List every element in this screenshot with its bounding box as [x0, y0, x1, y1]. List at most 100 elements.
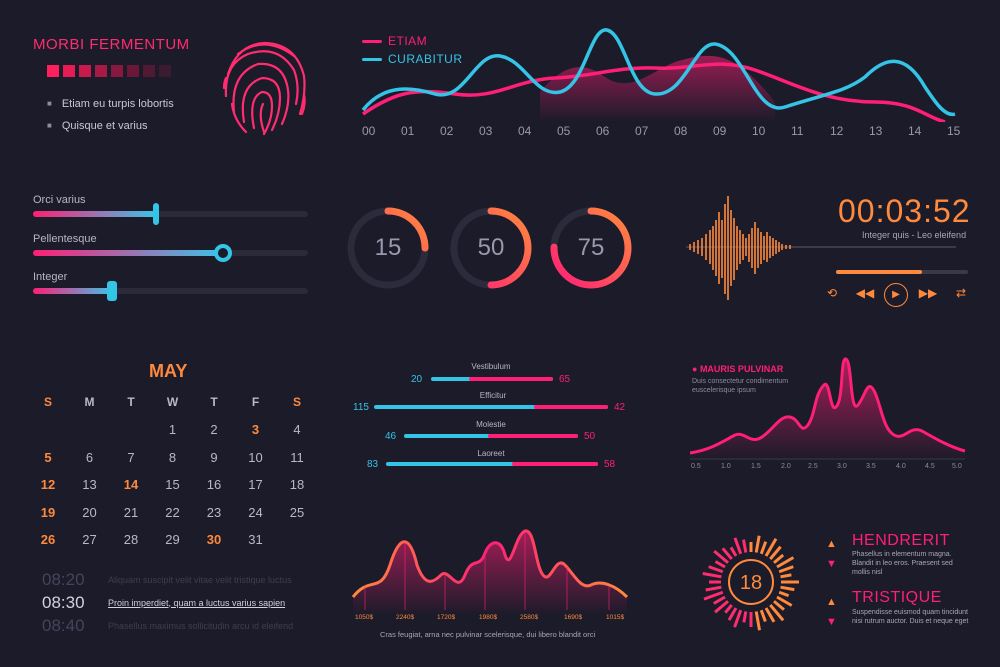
- section-title: MORBI FERMENTUM: [33, 36, 190, 53]
- x-tick: 3.0: [837, 463, 847, 470]
- calendar-day[interactable]: 21: [123, 504, 139, 520]
- slider-orci-fill: [33, 211, 156, 217]
- weekday-header: T: [210, 395, 218, 409]
- revenue-label: 1015$: [606, 614, 625, 621]
- repeat-icon[interactable]: ⟲: [826, 286, 838, 300]
- gauge-tick: [733, 609, 743, 628]
- calendar-day[interactable]: 1: [168, 422, 177, 437]
- schedule-time: 08:30: [42, 592, 85, 612]
- calendar-day[interactable]: 7: [127, 449, 135, 465]
- calendar-month: MAY: [149, 361, 188, 381]
- calendar-day[interactable]: 14: [123, 477, 139, 492]
- calendar-day[interactable]: 29: [165, 532, 180, 547]
- schedule-row[interactable]: 08:40 Phasellus maximus sollicitudin arc…: [42, 614, 293, 637]
- calendar-day[interactable]: 19: [40, 504, 56, 520]
- gauge-tick: [724, 604, 733, 614]
- schedule-row-active[interactable]: 08:30 Proin imperdiet, quam a luctus var…: [42, 591, 293, 614]
- fingerprint-icon[interactable]: [218, 34, 312, 136]
- bar-label: Molestie: [476, 420, 506, 429]
- pulvinar-line: [690, 357, 966, 455]
- calendar-day[interactable]: 31: [248, 532, 263, 547]
- schedule-text: Proin imperdiet, quam a luctus varius sa…: [108, 597, 286, 608]
- ring-75: [550, 207, 632, 289]
- list-item: Quisque et varius: [47, 115, 174, 137]
- x-tick: 07: [635, 124, 649, 138]
- slider-integer-handle[interactable]: [107, 281, 117, 301]
- slider-pellentesque-handle[interactable]: [214, 244, 232, 262]
- calendar-day[interactable]: 22: [165, 504, 180, 520]
- x-tick: 11: [791, 124, 804, 138]
- rewind-icon[interactable]: ◀◀: [855, 286, 875, 300]
- calendar-day[interactable]: 23: [206, 504, 222, 520]
- x-tick: 09: [713, 124, 727, 138]
- slider-integer-track[interactable]: [33, 288, 308, 294]
- gauge-tick: [773, 600, 785, 611]
- track-title: Integer quis - Leo eleifend: [862, 230, 967, 240]
- revenue-line: [351, 529, 629, 599]
- revenue-wave-chart: [351, 529, 629, 615]
- radial-gauge: [702, 535, 799, 631]
- x-tick: 00: [362, 124, 376, 138]
- gauge-tick: [727, 607, 738, 621]
- weekday-header: F: [251, 395, 260, 409]
- weekday-header: M: [84, 395, 95, 409]
- gauge-tick: [776, 556, 795, 569]
- calendar-day[interactable]: 28: [123, 532, 139, 547]
- calendar-day[interactable]: 15: [165, 477, 180, 492]
- x-tick: 03: [479, 124, 493, 138]
- gauge-inner-ring: [728, 559, 774, 605]
- triangle-up-icon: ▲: [826, 538, 837, 550]
- calendar-day[interactable]: 11: [290, 449, 304, 465]
- gauge-tick: [713, 549, 729, 564]
- calendar-day[interactable]: 2: [210, 422, 218, 437]
- progress-rings: [347, 207, 632, 289]
- calendar-day[interactable]: 16: [206, 477, 222, 492]
- slider-orci-track[interactable]: [33, 211, 308, 217]
- schedule-row[interactable]: 08:20 Aliquam suscipit velit vitae velit…: [42, 568, 293, 591]
- calendar-day[interactable]: 26: [40, 532, 56, 547]
- info-list: Etiam eu turpis lobortis Quisque et vari…: [47, 93, 174, 137]
- shuffle-icon[interactable]: ⇄: [955, 286, 967, 300]
- stat-text: Phasellus in elementum magna. Blandit in…: [852, 551, 953, 576]
- calendar-day[interactable]: 18: [289, 477, 305, 492]
- calendar-day[interactable]: 6: [85, 449, 94, 465]
- calendar-day[interactable]: 27: [82, 532, 97, 547]
- calendar-day[interactable]: 13: [82, 477, 97, 492]
- calendar-day[interactable]: 17: [248, 477, 263, 492]
- slider-orci-handle[interactable]: [153, 203, 159, 225]
- calendar-day[interactable]: 4: [293, 422, 301, 437]
- gauge-tick: [713, 595, 726, 605]
- wave-area: [540, 55, 775, 122]
- weekday-header: S: [292, 395, 301, 409]
- calendar-day[interactable]: 9: [210, 449, 218, 465]
- calendar-day[interactable]: 24: [248, 504, 263, 520]
- list-item: Etiam eu turpis lobortis: [47, 93, 174, 115]
- ring-value: 50: [477, 234, 505, 261]
- calendar-day[interactable]: 10: [248, 449, 263, 465]
- fast-forward-icon[interactable]: ▶▶: [918, 286, 938, 300]
- level-indicator: [47, 65, 171, 77]
- schedule-list: 08:20 Aliquam suscipit velit vitae velit…: [42, 568, 293, 637]
- play-icon[interactable]: ▶: [884, 283, 908, 307]
- calendar-day[interactable]: 3: [251, 422, 260, 437]
- ring-50: [450, 207, 532, 289]
- calendar-day[interactable]: 8: [168, 449, 177, 465]
- bar-value-right: 42: [614, 402, 626, 413]
- gauge-tick: [764, 607, 776, 623]
- ring-15: [347, 207, 429, 289]
- bar-label: Efficitur: [479, 391, 507, 400]
- stat-title: HENDRERIT: [852, 532, 950, 549]
- bar-value-right: 58: [604, 459, 616, 470]
- schedule-time: 08:40: [42, 615, 85, 635]
- gauge-tick: [769, 604, 785, 622]
- calendar-day[interactable]: 12: [40, 477, 56, 492]
- calendar-day[interactable]: 5: [44, 449, 52, 465]
- x-tick: 4.5: [925, 463, 935, 470]
- revenue-label: 1050$: [355, 614, 374, 621]
- calendar-day[interactable]: 30: [206, 532, 222, 547]
- gauge-tick: [702, 572, 722, 579]
- calendar-day[interactable]: 20: [82, 504, 97, 520]
- calendar-day[interactable]: 25: [289, 504, 305, 520]
- x-tick: 15: [947, 124, 961, 138]
- stat-text: Suspendisse euismod quam tincidunt nisi …: [852, 609, 969, 625]
